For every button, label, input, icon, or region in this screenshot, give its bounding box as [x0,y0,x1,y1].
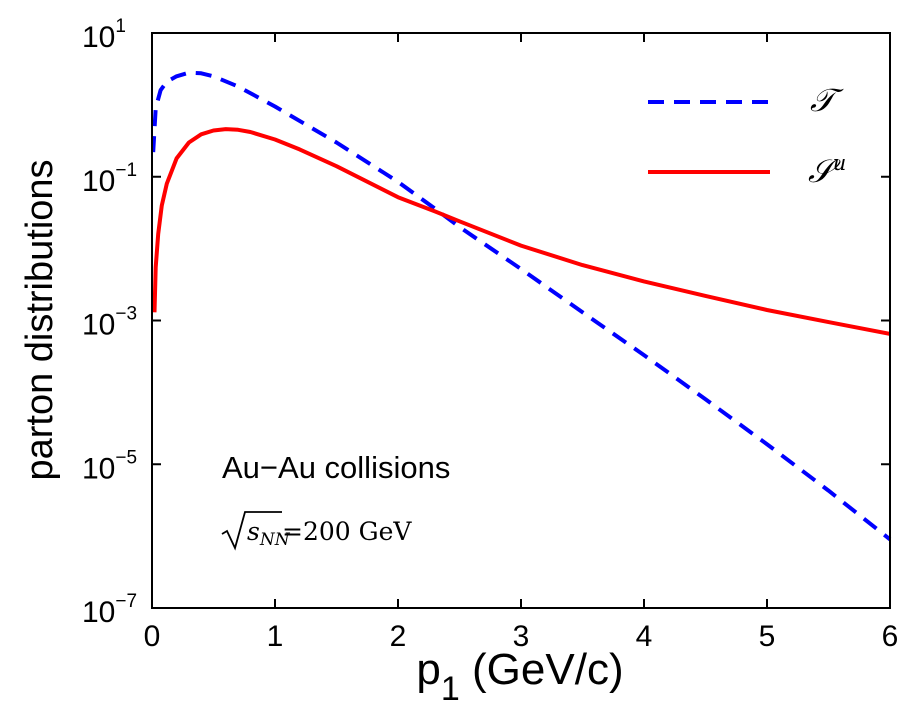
x-tick-label: 5 [759,620,776,653]
x-tick-label: 0 [144,620,161,653]
x-tick-label: 3 [513,620,530,653]
annotation-energy: sNN =200 GeV [221,511,412,551]
series-lines [151,70,892,541]
y-axis-label: parton distributions [19,159,61,480]
annotation-collisions: Au−Au collisions [222,450,450,485]
y-tick-label: 10−7 [82,591,137,629]
y-tick-label: 10−3 [82,304,137,342]
svg-text:sNN: sNN [247,517,291,550]
annotation-energy-subscript: NN [259,530,291,550]
x-tick-label: 2 [390,620,407,653]
x-axis-label: p1 (GeV/c) [416,645,623,708]
x-axis-label-subscript: 1 [441,670,460,708]
x-tick-label: 6 [882,620,898,653]
x-tick-label: 1 [267,620,284,653]
legend-label-t: 𝒯 [810,81,844,119]
x-axis-label-unit: (GeV/c) [460,645,624,694]
y-tick-label: 10−1 [82,160,137,198]
legend: 𝒯 𝒮u [648,81,846,190]
series-line-su [152,127,891,336]
x-tick-label: 4 [636,620,653,653]
annotation-energy-value: =200 GeV [282,517,412,546]
legend-label-su: 𝒮u [808,151,846,190]
legend-label-su-sup: u [833,151,847,175]
ticks [151,32,891,609]
y-tick-label: 10−5 [82,447,137,485]
tick-labels: 0 1 2 3 4 5 6 101 10−1 10−3 10−5 10−7 [82,16,898,653]
x-axis-label-main: p [416,645,440,694]
sqrt-symbol [221,511,282,551]
axes-frame [151,32,891,609]
y-tick-label: 101 [82,16,126,54]
series-line-t [151,70,892,541]
annotation-energy-radicand: s [247,517,260,546]
